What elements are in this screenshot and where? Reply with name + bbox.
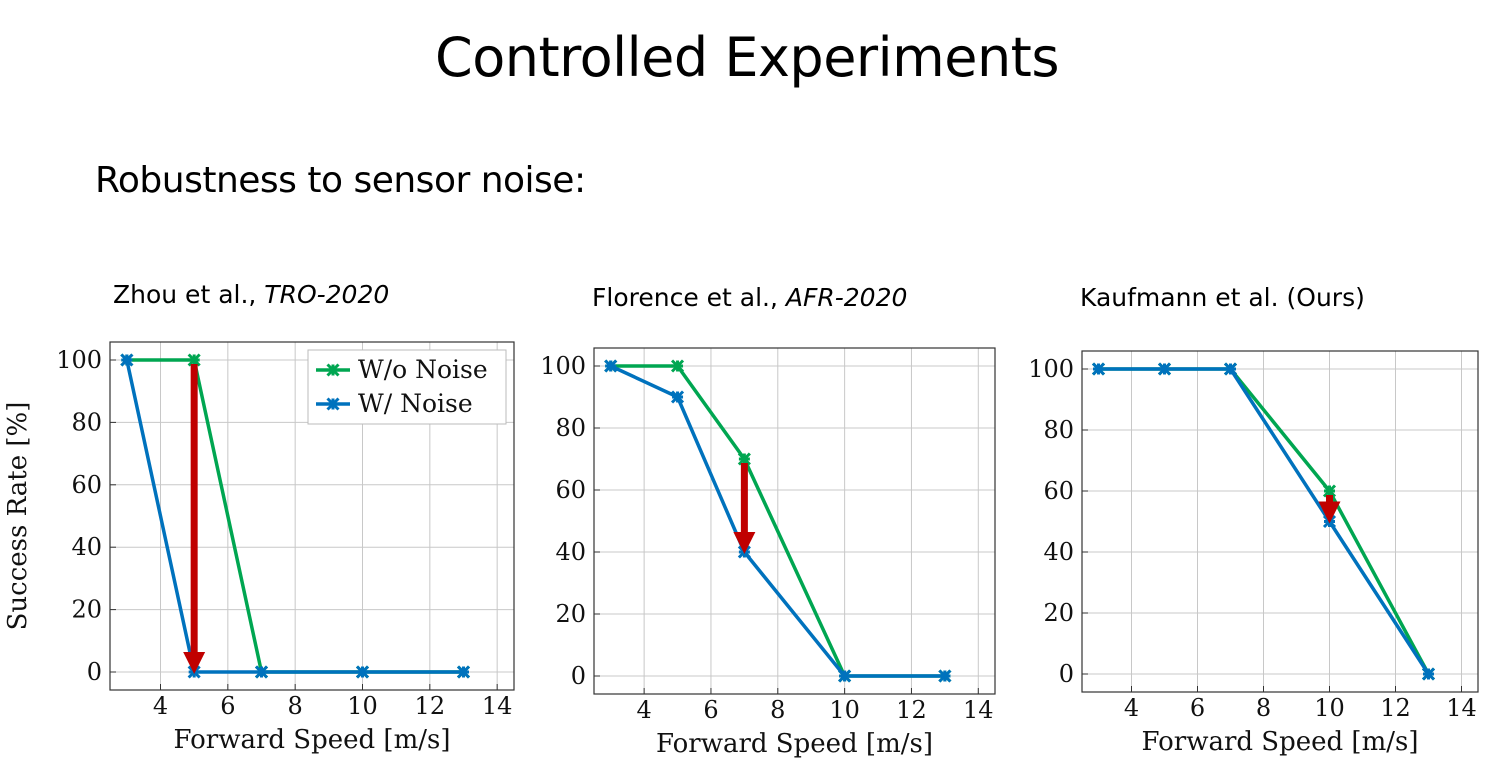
panel-title-kaufmann-authors: Kaufmann et al. (Ours) [1080,283,1365,312]
chart-zhou: 4 6 8 10 12 14 0 20 40 60 80 100 Forward Speed [m/s]… [3,341,515,755]
legend-entry: W/ Noise [316,389,473,418]
data-point [456,665,471,679]
plot-frame [109,341,515,691]
drop-arrow [183,364,206,674]
data-point [670,359,685,373]
x-tick-label: 6 [220,692,235,720]
legend: W/o Noise W/ Noise [307,349,507,425]
x-tick-label: 12 [415,692,446,720]
data-point [670,390,685,404]
plot-frame [593,347,996,695]
data-point [1223,362,1238,376]
chart-florence: 4 6 8 10 12 14 0 20 40 60 80 100 Forward Speed [m/s] [540,347,996,759]
x-tick-label: 8 [1256,694,1271,722]
panel-title-zhou: Zhou et al., TRO-2020 [113,280,389,309]
data-point [1091,362,1106,376]
series-with-noise [1091,362,1436,681]
data-point [254,665,269,679]
y-tick-label: 100 [540,352,586,380]
y-tick-label: 40 [1043,538,1074,566]
y-tick-label: 40 [555,538,586,566]
panel-title-florence-venue: AFR-2020 [785,283,908,312]
y-tick-label: 80 [1043,416,1074,444]
panel-title-zhou-authors: Zhou et al., [113,280,265,309]
data-point [187,353,201,367]
y-tick-label: 0 [87,658,102,686]
chart-kaufmann: 4 6 8 10 12 14 0 20 40 60 80 100 Forward Speed [m/s] [1028,350,1479,757]
x-tick-label: 10 [347,692,378,720]
x-tick-label: 10 [829,696,860,724]
slide-title: Controlled Experiments [434,26,1060,89]
legend-marker [326,397,340,411]
panel-title-florence-authors: Florence et al., [592,283,786,312]
y-tick-label: 60 [1043,477,1074,505]
y-tick-label: 0 [1059,660,1074,688]
y-tick-label: 0 [571,662,586,690]
panel-title-zhou-venue: TRO-2020 [264,280,390,309]
legend-marker [326,363,340,377]
data-point [1322,484,1337,498]
x-axis-label: Forward Speed [m/s] [1142,727,1419,757]
slide-subtitle: Robustness to sensor noise: [95,160,586,201]
drop-arrow [733,463,756,554]
x-axis-label: Forward Speed [m/s] [656,729,933,759]
data-point [355,665,370,679]
legend-label: W/ Noise [358,389,473,418]
data-point [1421,667,1436,681]
x-axis-label: Forward Speed [m/s] [174,725,451,755]
series-with-noise [120,353,471,679]
x-tick-label: 10 [1314,694,1345,722]
y-axis-label: Success Rate [%] [3,402,33,631]
y-tick-label: 60 [555,476,586,504]
x-tick-label: 12 [896,696,927,724]
data-point [938,669,952,683]
x-tick-label: 4 [636,696,651,724]
x-tick-label: 4 [153,692,168,720]
y-tick-label: 40 [71,533,102,561]
y-tick-label: 80 [555,414,586,442]
y-tick-label: 20 [555,600,586,628]
x-tick-label: 6 [1190,694,1205,722]
data-point [604,359,618,373]
data-point [1157,362,1172,376]
y-tick-label: 100 [56,346,102,374]
x-tick-label: 14 [1446,694,1477,722]
grid [594,348,995,694]
y-tick-label: 20 [1043,599,1074,627]
data-point [838,669,852,683]
x-tick-label: 4 [1124,694,1139,722]
panel-title-kaufmann: Kaufmann et al. (Ours) [1080,283,1365,312]
y-tick-label: 20 [71,596,102,624]
y-tick-label: 60 [71,471,102,499]
panel-title-florence: Florence et al., AFR-2020 [592,283,907,312]
legend-entry: W/o Noise [316,355,488,384]
x-tick-label: 8 [288,692,303,720]
data-point [737,452,751,466]
y-tick-label: 100 [1028,355,1074,383]
legend-label: W/o Noise [358,355,488,384]
x-tick-label: 12 [1380,694,1411,722]
x-tick-label: 14 [963,696,994,724]
grid [1082,351,1478,692]
x-tick-label: 8 [770,696,785,724]
plot-frame [1081,350,1479,693]
x-tick-label: 6 [703,696,718,724]
data-point [120,353,134,367]
drop-arrow [1318,495,1341,524]
x-tick-label: 14 [482,692,513,720]
y-tick-label: 80 [71,408,102,436]
